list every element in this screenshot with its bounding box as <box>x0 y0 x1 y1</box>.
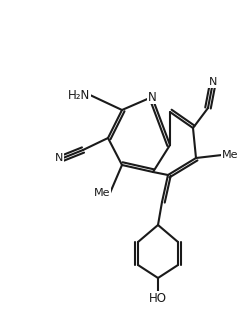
Text: HO: HO <box>148 291 166 305</box>
Text: H₂N: H₂N <box>68 89 90 101</box>
Text: N: N <box>147 90 156 104</box>
Text: N: N <box>208 77 216 87</box>
Text: N: N <box>54 153 63 163</box>
Text: Me: Me <box>221 150 238 160</box>
Text: Me: Me <box>93 188 110 198</box>
